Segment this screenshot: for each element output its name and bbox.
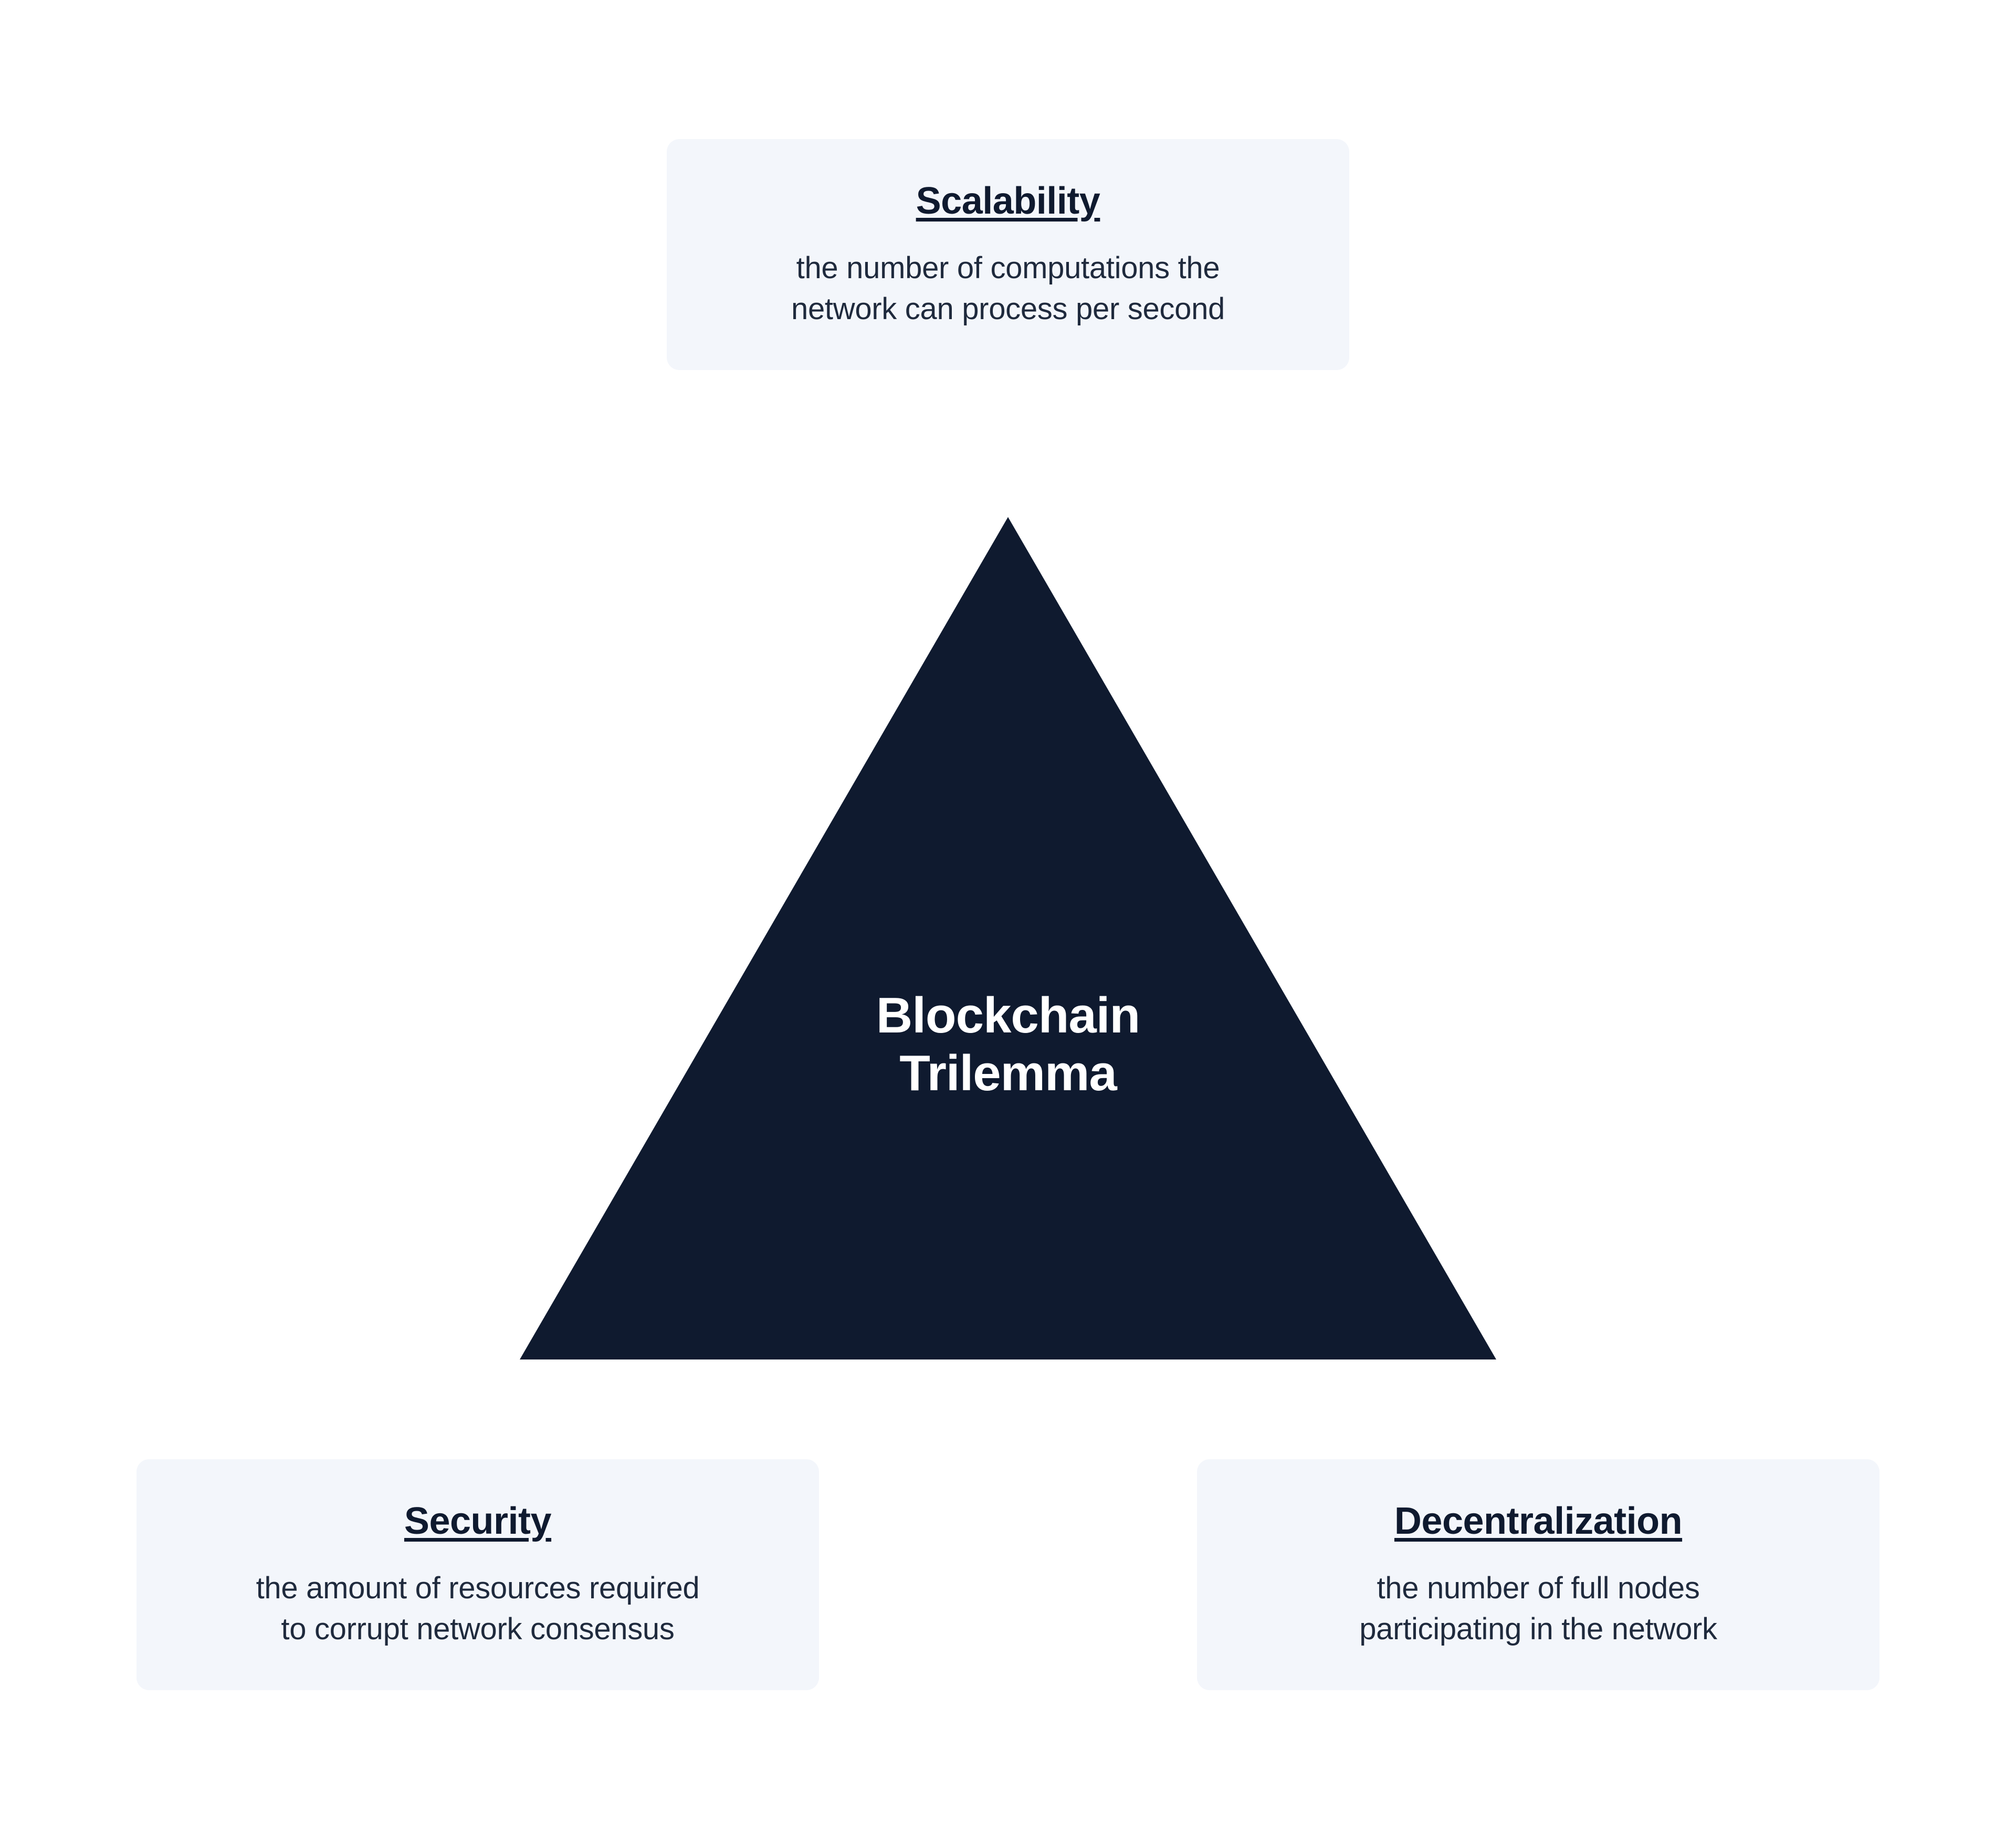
vertex-card-decentralization: Decentralization the number of full node… <box>1197 1459 1880 1690</box>
vertex-card-scalability: Scalability the number of computations t… <box>667 139 1349 370</box>
diagram-canvas: Scalability the number of computations t… <box>0 0 2016 1834</box>
vertex-title: Decentralization <box>1394 1500 1682 1543</box>
vertex-description: the number of computations the network c… <box>791 248 1225 330</box>
trilemma-triangle: Blockchain Trilemma <box>520 517 1496 1359</box>
vertex-title: Scalability <box>916 180 1100 223</box>
vertex-description: the amount of resources required to corr… <box>256 1568 700 1650</box>
triangle-label: Blockchain Trilemma <box>520 987 1496 1103</box>
vertex-description: the number of full nodes participating i… <box>1359 1568 1717 1650</box>
vertex-card-security: Security the amount of resources require… <box>136 1459 819 1690</box>
vertex-title: Security <box>404 1500 551 1543</box>
triangle-shape <box>520 517 1496 1359</box>
